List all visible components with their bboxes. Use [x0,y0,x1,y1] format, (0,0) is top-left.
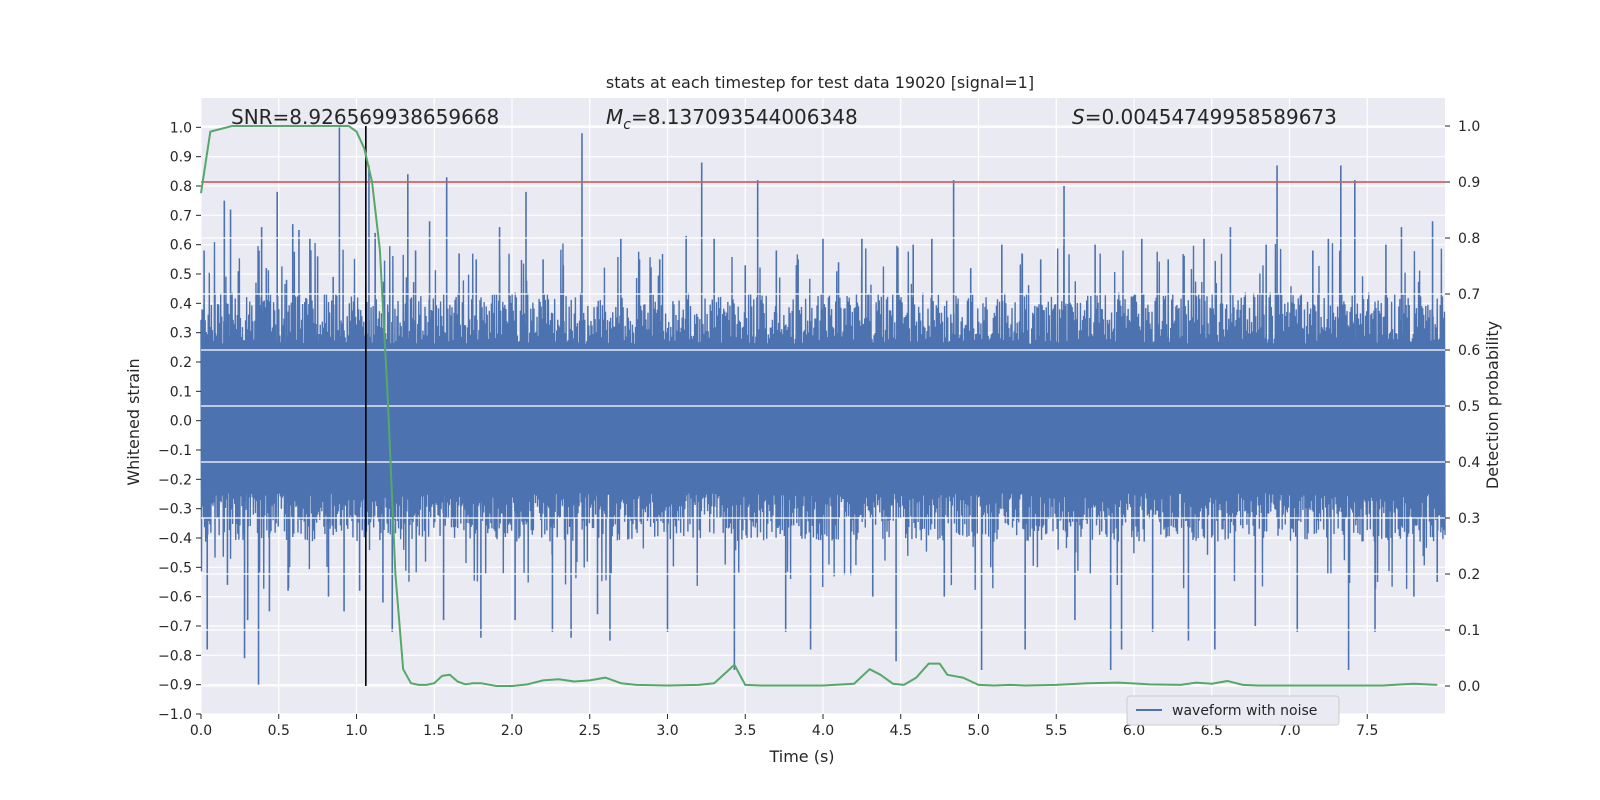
x-tick-label: 6.5 [1201,723,1223,739]
y-tick-label: 1.0 [170,120,192,136]
s-value: =0.00454749958589673 [1085,105,1337,129]
y2-axis-ticks: 1.0 0.9 0.8 0.7 0.6 0.5 0.4 0.3 0.2 0.1 0.0 [1445,119,1480,695]
y2-tick-label: 1.0 [1458,119,1480,135]
x-tick-label: 7.5 [1356,723,1378,739]
y-tick-label: −0.1 [158,443,192,459]
y-tick-label: −0.6 [158,590,192,606]
legend: waveform with noise [1126,695,1340,726]
probability-line [200,125,1438,687]
x-tick-label: 2.0 [501,723,523,739]
x-tick-label: 3.5 [734,723,756,739]
x-tick-label: 5.0 [967,723,989,739]
y-axis-ticks: 1.0 0.9 0.8 0.7 0.6 0.5 0.4 0.3 0.2 0.1 0.0 −0.1 −0.… [158,120,201,723]
s-symbol: S [1072,105,1085,129]
y-tick-label: −0.5 [158,560,192,576]
y-tick-label: 0.4 [170,296,192,312]
probability-series [200,125,1438,687]
y2-tick-label: 0.7 [1458,287,1480,303]
y-tick-label: 0.0 [170,414,192,430]
x-tick-label: 7.0 [1278,723,1300,739]
legend-label: waveform with noise [1172,703,1317,719]
x-tick-label: 4.0 [812,723,834,739]
x-tick-label: 6.0 [1123,723,1145,739]
x-tick-label: 2.5 [579,723,601,739]
x-tick-label: 4.5 [890,723,912,739]
y-tick-label: −0.9 [158,678,192,694]
x-tick-label: 3.0 [656,723,678,739]
y-tick-label: −0.7 [158,619,192,635]
legend-box [1126,695,1340,726]
x-tick-label: 0.0 [190,723,212,739]
y-tick-label: 0.1 [170,384,192,400]
chirp-mass-annotation: Mc=8.137093544006348 [606,105,858,133]
y-tick-label: 0.8 [170,179,192,195]
y-tick-label: 0.7 [170,208,192,224]
y2-tick-label: 0.2 [1458,567,1480,583]
mc-subscript: c [623,117,631,133]
x-tick-label: 5.5 [1045,723,1067,739]
chart-title: stats at each timestep for test data 190… [606,73,1034,92]
y2-tick-label: 0.3 [1458,511,1480,527]
mc-value: =8.137093544006348 [631,105,858,129]
y2-tick-label: 0.6 [1458,343,1480,359]
y2-tick-label: 0.1 [1458,623,1480,639]
s-annotation: S=0.00454749958589673 [1072,105,1337,129]
x-tick-label: 1.0 [345,723,367,739]
y-axis-label: Whitened strain [124,358,143,485]
y-tick-label: 0.3 [170,326,192,342]
y-tick-label: 0.6 [170,238,192,254]
y2-tick-label: 0.0 [1458,679,1480,695]
y-tick-label: −0.2 [158,472,192,488]
y2-tick-label: 0.4 [1458,455,1480,471]
y2-axis-label: Detection probability [1483,321,1502,489]
y-tick-label: −0.3 [158,502,192,518]
y-tick-label: −1.0 [158,707,192,723]
y-tick-label: 0.9 [170,150,192,166]
y-tick-label: −0.4 [158,531,192,547]
x-axis-ticks: 0.0 0.5 1.0 1.5 2.0 2.5 3.0 3.5 4.0 4.5 5.0 5.5 6.0 6… [190,714,1378,739]
y-tick-label: 0.2 [170,355,192,371]
y2-tick-label: 0.8 [1458,231,1480,247]
x-axis-label: Time (s) [768,747,834,766]
x-tick-label: 1.5 [423,723,445,739]
y2-tick-label: 0.9 [1458,175,1480,191]
y-tick-label: −0.8 [158,648,192,664]
snr-annotation: SNR=8.926569938659668 [231,105,499,129]
y2-tick-label: 0.5 [1458,399,1480,415]
y-tick-label: 0.5 [170,267,192,283]
mc-symbol: M [606,105,623,129]
x-tick-label: 0.5 [268,723,290,739]
